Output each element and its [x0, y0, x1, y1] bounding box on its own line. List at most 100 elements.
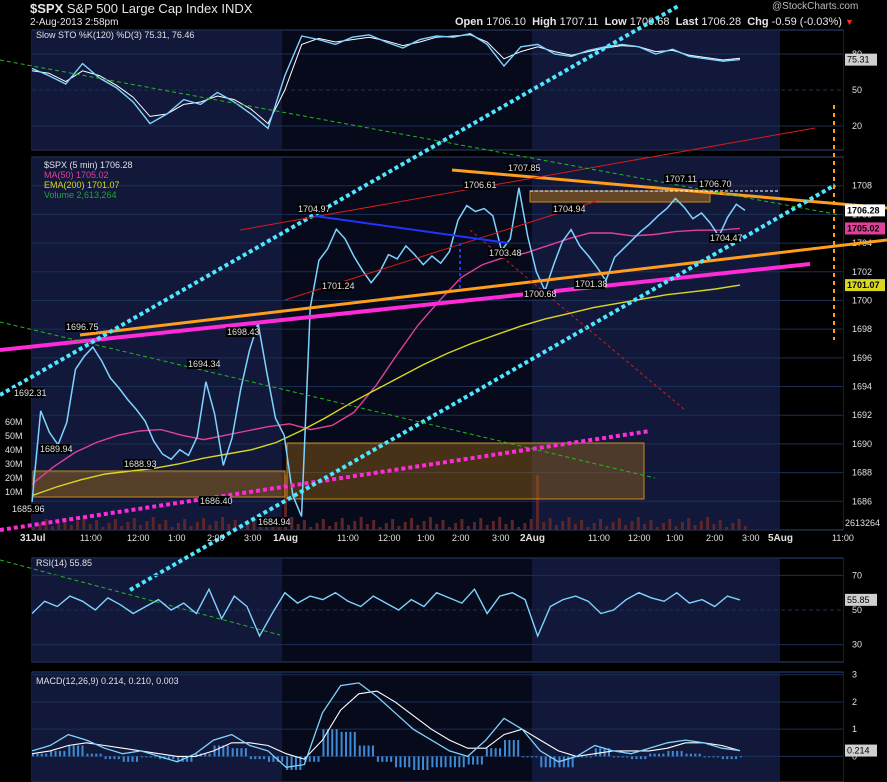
macd-histogram-bar — [308, 756, 311, 762]
volume-bar — [82, 517, 86, 530]
session-band-macd-0 — [32, 673, 282, 781]
volume-bar — [170, 527, 174, 530]
volume-bar — [605, 526, 609, 530]
macd-histogram-bar — [522, 756, 525, 758]
sto-d-line — [31, 34, 741, 125]
macd-histogram-bar — [390, 756, 393, 762]
volume-bar — [498, 517, 502, 530]
price-tag: 1705.02 — [847, 223, 880, 233]
macd-histogram-bar — [195, 753, 198, 757]
macd-histogram-bar — [490, 748, 493, 757]
macd-histogram-bar — [290, 756, 293, 770]
macd-histogram-bar — [244, 748, 247, 757]
volume-bar — [132, 518, 136, 530]
price-annotation: 1701.24 — [322, 281, 355, 291]
price-tick-label: 1698 — [852, 324, 872, 334]
volume-bar — [693, 525, 697, 530]
volume-bar — [309, 527, 313, 530]
volume-bar — [542, 522, 546, 530]
macd-histogram-bar — [286, 756, 289, 770]
volume-bar — [517, 527, 521, 530]
macd-histogram-bar — [345, 731, 348, 757]
macd-histogram-bar — [431, 756, 434, 768]
symbol-name: S&P 500 Large Cap Index — [66, 1, 218, 16]
ma50-line — [31, 227, 741, 485]
macd-histogram-bar — [50, 750, 53, 757]
macd-histogram-bar — [154, 756, 157, 758]
volume-tick-label: 50M — [5, 431, 23, 441]
macd-histogram-bar — [58, 750, 61, 757]
volume-bar — [485, 525, 489, 530]
cyan-channel-lower — [129, 183, 836, 592]
volume-bar — [554, 525, 558, 530]
x-axis-label: 1:00 — [666, 533, 684, 543]
macd-histogram-bar — [703, 756, 706, 758]
volume-bar — [447, 527, 451, 530]
magenta-trendline — [0, 262, 811, 352]
last-label: Last — [675, 16, 699, 28]
volume-bar — [491, 521, 495, 530]
annotation-bg — [39, 444, 70, 454]
down-arrow-icon: ▼ — [845, 17, 854, 27]
macd-histogram-bar — [444, 756, 447, 768]
macd-histogram-bar — [313, 756, 316, 762]
macd-histogram-bar — [72, 745, 75, 757]
macd-histogram-bar — [367, 745, 370, 757]
sto-last-tag: 75.31 — [847, 55, 870, 65]
macd-histogram-bar — [117, 756, 120, 760]
x-axis-label: 12:00 — [628, 533, 651, 543]
macd-histogram-bar — [385, 756, 388, 762]
macd-histogram-bar — [113, 756, 116, 760]
volume-bar — [290, 517, 294, 530]
macd-histogram-bar — [685, 753, 688, 757]
volume-bar — [252, 519, 256, 530]
macd-histogram-bar — [104, 756, 107, 760]
macd-histogram-bar — [576, 756, 579, 758]
macd-histogram-bar — [149, 756, 152, 758]
volume-bar — [189, 526, 193, 530]
sto-title: Slow STO %K(120) %D(3) 75.31, 76.46 — [36, 30, 194, 40]
macd-histogram-bar — [517, 740, 520, 757]
volume-bar — [731, 523, 735, 530]
macd-histogram-bar — [399, 756, 402, 768]
volume-bar — [120, 526, 124, 530]
high-value: 1707.11 — [559, 16, 599, 28]
volume-bar — [454, 523, 458, 530]
x-axis-label: 12:00 — [127, 533, 150, 543]
macd-histogram-bar — [335, 729, 338, 757]
macd-histogram-bar — [413, 756, 416, 770]
macd-histogram-bar — [508, 740, 511, 757]
macd-histogram-bar — [631, 756, 634, 760]
volume-tick-label: 10M — [5, 487, 23, 497]
volume-bar — [668, 519, 672, 530]
macd-histogram-bar — [40, 753, 43, 757]
legend-entry: MA(50) 1705.02 — [44, 170, 109, 180]
annotation-bg — [123, 459, 154, 469]
macd-tick-label: 2 — [852, 697, 857, 707]
macd-histogram-bar — [395, 756, 398, 768]
macd-histogram-bar — [726, 756, 729, 760]
annotation-bg — [65, 322, 96, 332]
macd-histogram-bar — [109, 756, 112, 760]
x-axis-label: 2:00 — [207, 533, 225, 543]
price-title-hidden: $SPX (5 min) 1706.28 — [36, 157, 46, 159]
price-annotation: 1696.75 — [66, 322, 99, 332]
macd-histogram-bar — [658, 753, 661, 757]
rsi-title: RSI(14) 55.85 — [36, 558, 92, 568]
macd-histogram-bar — [667, 750, 670, 757]
price-tick-label: 1702 — [852, 267, 872, 277]
macd-histogram-bar — [617, 756, 620, 758]
annotation-bg — [488, 248, 519, 258]
volume-bar — [674, 526, 678, 530]
price-annotation: 1698.43 — [227, 327, 260, 337]
volume-bar — [630, 521, 634, 530]
annotation-bg — [709, 233, 740, 243]
macd-histogram-bar — [612, 756, 615, 758]
volume-bar — [435, 524, 439, 530]
annotation-bg — [523, 289, 554, 299]
macd-histogram-bar — [676, 750, 679, 757]
volume-bar — [523, 523, 527, 530]
symbol-title: $SPX S&P 500 Large Cap Index INDX — [30, 1, 252, 16]
macd-title: MACD(12,26,9) 0.214, 0.210, 0.003 — [36, 676, 179, 686]
macd-histogram-bar — [694, 753, 697, 757]
